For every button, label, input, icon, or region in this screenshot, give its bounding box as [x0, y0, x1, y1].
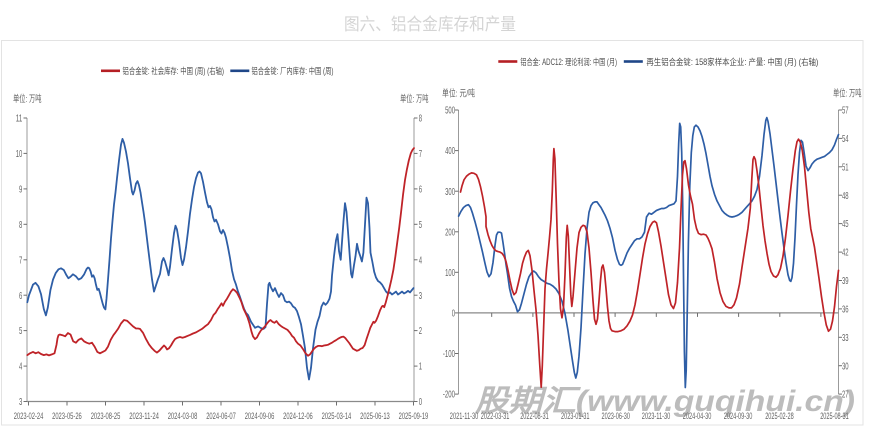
svg-text:45: 45 [842, 218, 849, 230]
svg-text:36: 36 [842, 304, 849, 316]
svg-text:1: 1 [419, 361, 422, 373]
svg-text:2025-06-13: 2025-06-13 [360, 411, 390, 422]
svg-text:再生铝合金锭: 158家样本企业: 产量: 中国 (月) (: 再生铝合金锭: 158家样本企业: 产量: 中国 (月) (右轴) [646, 56, 818, 67]
svg-text:7: 7 [419, 148, 422, 160]
svg-text:4: 4 [419, 254, 422, 266]
svg-text:3: 3 [19, 396, 22, 408]
svg-text:42: 42 [842, 247, 849, 259]
svg-text:2025-09-19: 2025-09-19 [399, 411, 429, 422]
svg-text:7: 7 [19, 254, 22, 266]
svg-text:0: 0 [452, 308, 455, 320]
svg-text:48: 48 [842, 190, 849, 202]
svg-text:-200: -200 [443, 389, 455, 401]
svg-text:单位: 万吨: 单位: 万吨 [400, 93, 429, 105]
svg-text:0: 0 [419, 396, 422, 408]
svg-text:30: 30 [842, 360, 849, 372]
svg-text:2024-12-06: 2024-12-06 [283, 411, 313, 422]
svg-text:2023-02-24: 2023-02-24 [14, 411, 44, 422]
svg-text:-100: -100 [443, 348, 455, 360]
svg-text:2: 2 [419, 325, 422, 337]
svg-text:2022-03-31: 2022-03-31 [481, 411, 510, 422]
svg-text:9: 9 [19, 184, 22, 196]
svg-text:27: 27 [842, 389, 849, 401]
svg-text:2023-01-31: 2023-01-31 [561, 411, 590, 422]
svg-text:11: 11 [16, 113, 23, 125]
svg-text:图六、铝合金库存和产量: 图六、铝合金库存和产量 [344, 15, 516, 34]
svg-text:200: 200 [445, 226, 455, 238]
svg-text:39: 39 [842, 275, 849, 287]
svg-text:4: 4 [19, 361, 22, 373]
svg-text:2025-02-28: 2025-02-28 [765, 411, 794, 422]
svg-text:5: 5 [419, 219, 422, 231]
svg-text:铝合金锭: 社会库存: 中国 (周) (右轴): 铝合金锭: 社会库存: 中国 (周) (右轴) [123, 65, 225, 76]
svg-text:2021-11-30: 2021-11-30 [450, 411, 479, 422]
svg-text:2024-09-06: 2024-09-06 [245, 411, 275, 422]
svg-text:300: 300 [445, 186, 455, 198]
svg-text:54: 54 [842, 133, 849, 145]
svg-text:6: 6 [19, 290, 22, 302]
svg-text:2023-05-26: 2023-05-26 [52, 411, 82, 422]
svg-text:500: 500 [445, 105, 455, 117]
svg-text:400: 400 [445, 145, 455, 157]
svg-text:单位: 万吨: 单位: 万吨 [13, 93, 42, 105]
svg-text:2023-11-30: 2023-11-30 [642, 411, 671, 422]
svg-text:铝合金锭: 厂内库存: 中国 (周): 铝合金锭: 厂内库存: 中国 (周) [252, 65, 334, 76]
svg-text:3: 3 [419, 290, 422, 302]
svg-text:5: 5 [19, 325, 22, 337]
svg-text:2024-03-08: 2024-03-08 [168, 411, 198, 422]
svg-text:2022-08-31: 2022-08-31 [520, 411, 549, 422]
svg-text:33: 33 [842, 332, 849, 344]
svg-text:2025-03-14: 2025-03-14 [322, 411, 352, 422]
svg-text:2024-04-30: 2024-04-30 [683, 411, 712, 422]
svg-text:8: 8 [19, 219, 22, 231]
svg-text:2023-11-24: 2023-11-24 [129, 411, 159, 422]
svg-text:57: 57 [842, 105, 849, 117]
svg-text:2024-09-30: 2024-09-30 [724, 411, 753, 422]
svg-text:2023-08-25: 2023-08-25 [91, 411, 121, 422]
svg-text:2025-08-31: 2025-08-31 [820, 411, 849, 422]
svg-text:铝合金: ADC12: 理论利润: 中国 (月): 铝合金: ADC12: 理论利润: 中国 (月) [520, 56, 617, 67]
svg-text:单位: 万吨: 单位: 万吨 [833, 88, 862, 100]
svg-text:单位: 元/吨: 单位: 元/吨 [442, 88, 475, 100]
svg-text:6: 6 [419, 184, 422, 196]
svg-text:10: 10 [16, 148, 23, 160]
svg-text:51: 51 [842, 161, 849, 173]
svg-text:8: 8 [419, 113, 422, 125]
svg-text:2023-06-30: 2023-06-30 [602, 411, 631, 422]
svg-text:100: 100 [445, 267, 455, 279]
svg-text:2024-06-07: 2024-06-07 [206, 411, 236, 422]
svg-text:股期汇(www.guqihui.cn): 股期汇(www.guqihui.cn) [474, 385, 855, 418]
